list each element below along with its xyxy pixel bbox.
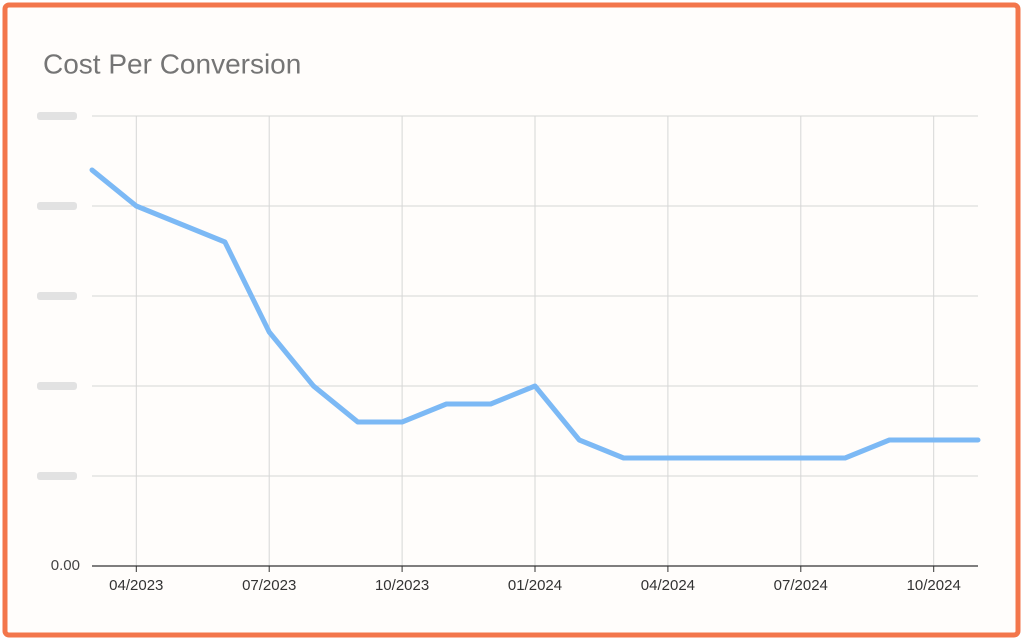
redacted-tick-label xyxy=(37,202,77,210)
redacted-tick-label xyxy=(37,472,77,480)
chart-title: Cost Per Conversion xyxy=(43,48,301,79)
redacted-tick-label xyxy=(37,382,77,390)
x-tick-label: 04/2024 xyxy=(641,577,695,594)
x-tick-label: 04/2023 xyxy=(109,577,163,594)
data-line xyxy=(89,167,981,461)
x-tick-label: 10/2024 xyxy=(907,577,961,594)
redacted-tick-label xyxy=(37,292,77,300)
x-tick-label: 01/2024 xyxy=(508,577,562,594)
y-tick-label: 0.00 xyxy=(51,557,80,574)
x-tick-label: 10/2023 xyxy=(375,577,429,594)
redacted-tick-label xyxy=(37,112,77,120)
x-tick-label: 07/2024 xyxy=(774,577,828,594)
x-tick-label: 07/2023 xyxy=(242,577,296,594)
